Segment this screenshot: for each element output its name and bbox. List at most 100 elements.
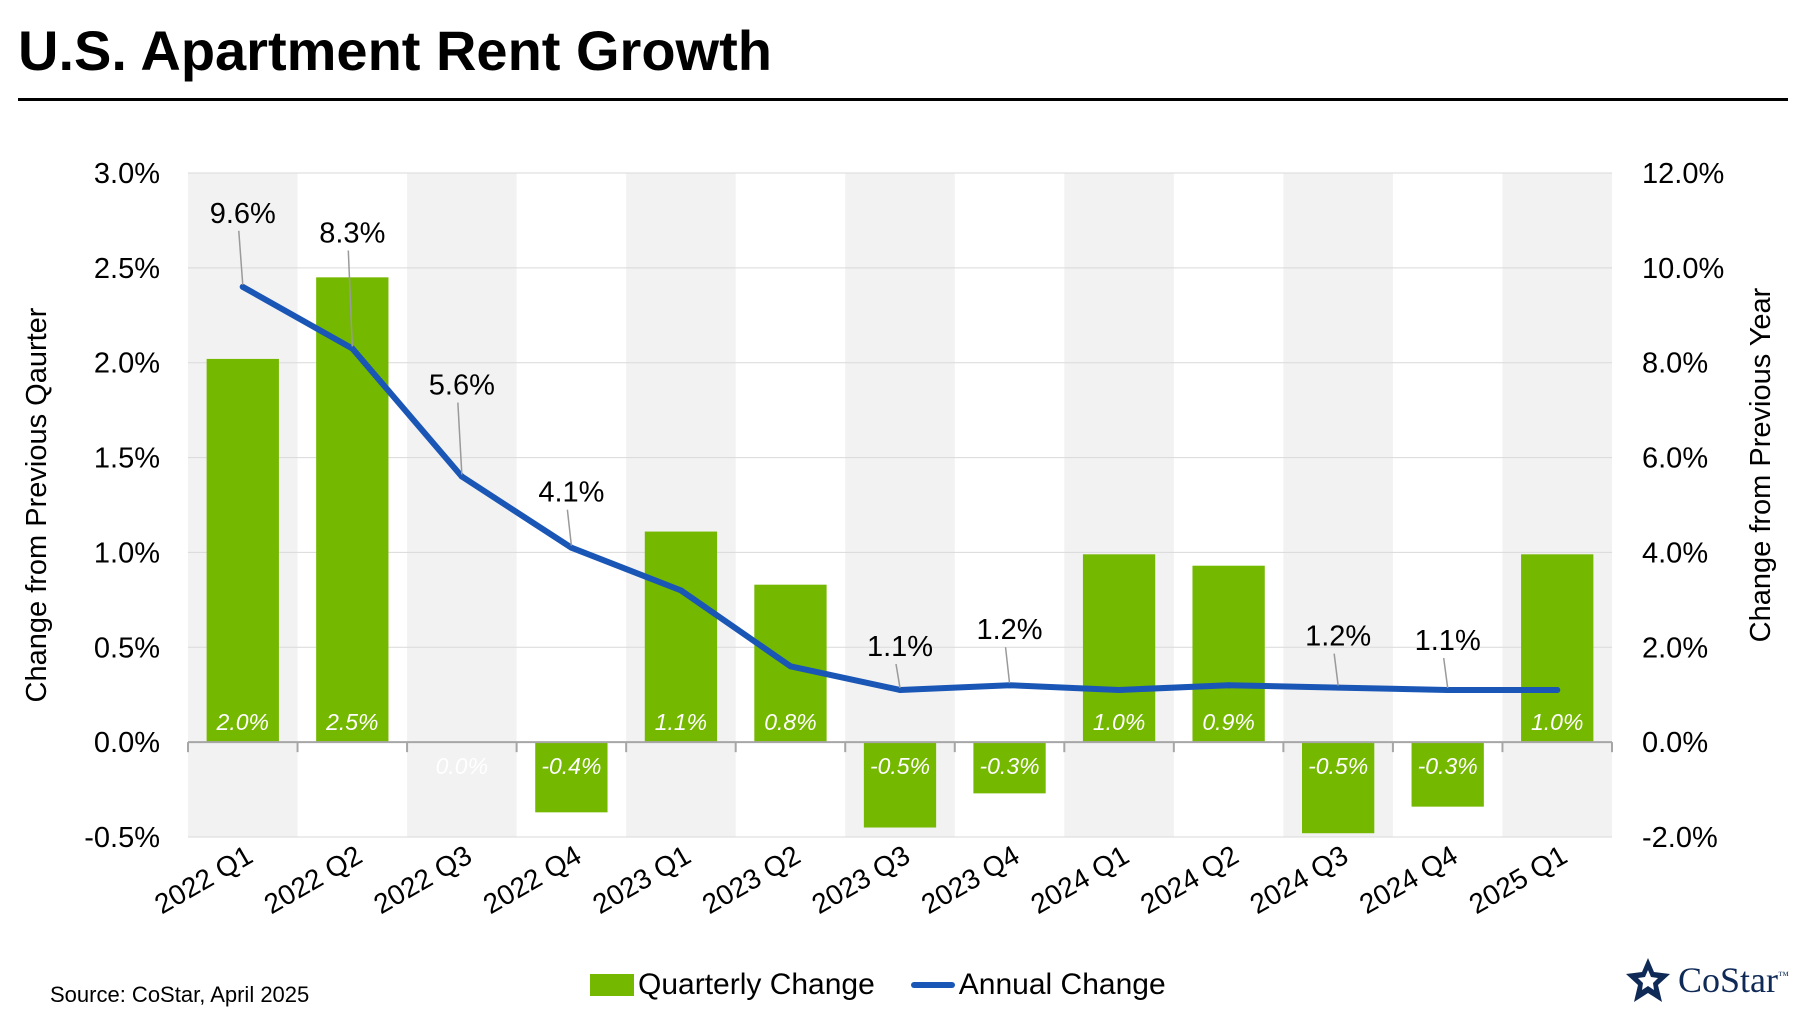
bar-quarterly [535,742,608,813]
bar-quarterly [316,277,389,743]
line-point-annual [1006,682,1013,689]
x-tick-label: 2023 Q2 [697,839,806,920]
y-tick-label-right: 12.0% [1642,158,1724,190]
x-tick-label: 2024 Q1 [1026,839,1135,920]
line-point-annual [1225,682,1232,689]
x-tick-label: 2025 Q1 [1464,839,1573,920]
bar-data-label: 2.0% [216,709,269,735]
bar-data-label: 1.1% [655,709,707,735]
legend-swatch-annual [910,982,955,988]
y-tick-label-right: -2.0% [1642,822,1718,854]
x-tick-label: 2022 Q3 [368,839,477,920]
costar-logo: CoStar™ [1624,956,1789,1004]
y-axis-title-left: Change from Previous Qaurter [21,307,53,702]
y-tick-label-right: 4.0% [1642,537,1708,569]
legend-swatch-quarterly [590,974,634,996]
category-band [407,173,517,837]
line-point-annual [1554,686,1561,693]
line-point-annual [239,283,246,290]
bar-quarterly [206,358,279,743]
bar-quarterly [863,742,937,828]
y-tick-label-right: 10.0% [1642,253,1724,285]
legend-label-annual: Annual Change [958,968,1166,1001]
bar-quarterly [1411,742,1484,807]
line-point-annual [349,345,356,352]
bar-quarterly [644,531,718,743]
line-point-annual [787,663,794,670]
y-tick-label-left: 2.0% [94,348,160,380]
x-tick-label: 2024 Q4 [1354,839,1463,920]
bar-data-label: 1.0% [1093,709,1145,735]
bar-data-label: -0.3% [979,753,1039,779]
y-tick-label-right: 2.0% [1642,632,1708,664]
bar-quarterly [973,742,1046,794]
data-label-leader [347,250,354,347]
bar-data-label: 1.0% [1531,709,1583,735]
legend-label-quarterly: Quarterly Change [638,968,875,1001]
data-label-leader [1333,653,1339,686]
x-tick-label: 2023 Q4 [916,839,1025,920]
bar-data-label: -0.5% [1308,753,1368,779]
bar-quarterly [1192,565,1265,743]
x-tick-label: 2022 Q2 [259,839,368,920]
chart-title: U.S. Apartment Rent Growth [18,19,772,82]
line-data-label: 1.1% [1415,625,1481,657]
category-band [1283,173,1393,837]
line-point-annual [1444,686,1451,693]
y-tick-label-left: 0.5% [94,632,160,664]
data-label-leader [1004,647,1011,684]
x-tick-label: 2023 Q3 [806,839,915,920]
bar-data-label: 0.0% [436,753,488,779]
line-data-label: 1.1% [867,631,933,663]
bar-quarterly [1521,554,1594,743]
bar-data-label: 2.5% [325,709,378,735]
line-data-label: 1.2% [976,614,1042,646]
data-label-leader [566,509,573,546]
x-tick-label: 2023 Q1 [587,839,696,920]
costar-star-icon [1626,958,1670,1002]
y-tick-label-left: 1.0% [94,537,160,569]
bar-quarterly [1302,742,1375,834]
title-divider [18,98,1788,101]
legend-item-annual: Annual Change [910,968,1166,1002]
line-point-annual [897,686,903,693]
bar-data-label: 0.9% [1202,709,1254,735]
line-point-annual [568,544,575,551]
line-point-annual [1335,684,1342,691]
line-point-annual [458,473,465,480]
y-tick-label-left: -0.5% [84,822,160,854]
data-label-leader [238,230,244,285]
y-tick-label-right: 6.0% [1642,443,1708,475]
data-label-leader [457,402,463,475]
y-tick-label-right: 8.0% [1642,348,1708,380]
bar-data-label: 0.8% [764,709,816,735]
bar-data-label: -0.5% [870,753,930,779]
y-tick-label-left: 2.5% [94,253,160,285]
line-point-annual [677,587,684,594]
y-tick-label-left: 0.0% [94,727,160,759]
data-label-leader [895,663,901,689]
line-data-label: 1.2% [1305,621,1371,653]
line-data-label: 9.6% [210,198,276,230]
y-tick-label-left: 1.5% [94,443,160,475]
costar-logo-text: CoStar™ [1678,960,1789,1000]
bar-quarterly [1082,554,1156,743]
line-point-annual [1116,686,1123,693]
category-band [845,173,955,837]
x-tick-label: 2022 Q4 [478,839,587,920]
y-tick-label-left: 3.0% [94,158,160,190]
line-data-label: 8.3% [319,217,385,249]
bar-data-label: -0.4% [541,753,601,779]
legend-item-quarterly: Quarterly Change [590,968,875,1002]
x-tick-label: 2022 Q1 [149,839,258,920]
legend: Quarterly Change Annual Change [590,968,1202,1002]
source-note: Source: CoStar, April 2025 [50,982,310,1007]
bar-data-label: -0.3% [1418,753,1478,779]
y-axis-title-right: Change from Previous Year [1745,287,1777,642]
x-tick-label: 2024 Q3 [1245,839,1354,920]
chart-svg: 2.0% 2.5% 0.0% -0.4% 1.1% 0.8% -0.5% -0.3% 1.0% 0… [21,158,1777,920]
data-label-leader [1442,657,1449,689]
line-data-label: 5.6% [429,370,495,402]
x-tick-label: 2024 Q2 [1135,839,1244,920]
line-data-label: 4.1% [538,477,604,509]
